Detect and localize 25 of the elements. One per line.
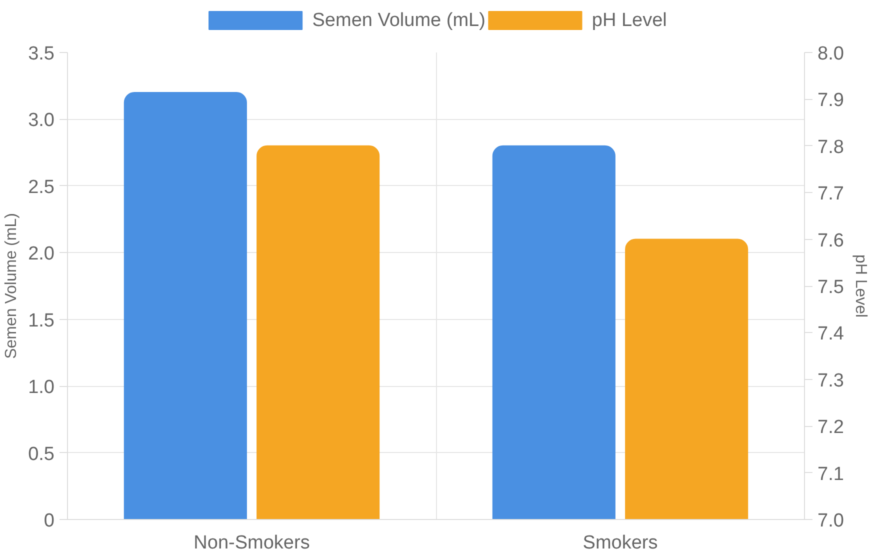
- y-tick-label: 0.5: [28, 444, 55, 465]
- y2-tick-label: 8.0: [818, 44, 844, 64]
- y2-tick-label: 7.7: [818, 184, 844, 205]
- y-tick-label: 1.5: [28, 310, 55, 332]
- y2-tick-label: 7.5: [818, 277, 844, 298]
- y2-tick-label: 7.0: [818, 510, 844, 532]
- y-tick-label: 3.0: [28, 110, 55, 132]
- y2-tick-label: 7.4: [818, 324, 844, 345]
- y-tick-label: 2.0: [28, 244, 55, 265]
- y2-tick-label: 7.2: [818, 417, 844, 438]
- y-tick-label: 3.5: [28, 44, 55, 64]
- y2-tick-label: 7.9: [818, 90, 844, 112]
- y-tick-label: 0: [44, 510, 55, 532]
- y2-tick-label: 7.6: [818, 230, 844, 252]
- y2-tick-label: 7.3: [818, 370, 844, 392]
- x-tick-label: Non-Smokers: [194, 532, 310, 554]
- y-tick-label: 2.5: [28, 176, 55, 198]
- y2-tick-label: 7.8: [818, 136, 844, 158]
- y2-tick-label: 7.1: [818, 464, 844, 485]
- y-axis-title: Semen Volume (mL): [3, 213, 20, 359]
- legend-label: pH Level: [592, 10, 667, 31]
- y2-axis-title: pH Level: [852, 254, 869, 318]
- x-tick-label: Smokers: [582, 532, 658, 554]
- y-tick-label: 1.0: [28, 377, 55, 398]
- legend-label: Semen Volume (mL): [312, 10, 486, 31]
